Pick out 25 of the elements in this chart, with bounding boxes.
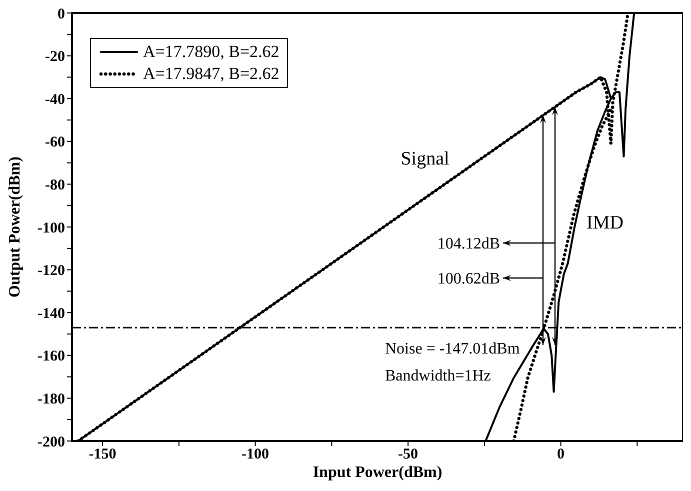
y-tick-label: -40 <box>45 92 65 108</box>
legend-label: A=17.7890, B=2.62 <box>143 42 280 62</box>
x-tick-label: -150 <box>88 446 116 463</box>
y-tick-label: -120 <box>38 263 65 280</box>
annotation: 100.62dB <box>437 270 500 288</box>
annotation: Bandwidth=1Hz <box>385 368 491 385</box>
y-tick-label: -180 <box>38 392 65 408</box>
annotation: Signal <box>400 148 450 170</box>
y-tick-label: -80 <box>45 178 65 194</box>
y-tick-label: -20 <box>45 49 65 66</box>
y-tick-label: 0 <box>58 6 65 22</box>
y-tick-label: -140 <box>38 306 65 322</box>
annotation: 104.12dB <box>437 236 500 253</box>
y-axis-title: Output Power(dBm) <box>6 156 24 298</box>
legend-label: A=17.9847, B=2.62 <box>143 64 280 84</box>
y-tick-label: -200 <box>38 434 65 450</box>
y-tick-label: -60 <box>45 134 65 151</box>
x-tick-label: -100 <box>242 446 270 463</box>
annotation: Noise = -147.01dBm <box>385 340 520 358</box>
x-axis-title: Input Power(dBm) <box>312 464 442 481</box>
x-tick-label: 0 <box>557 446 565 463</box>
annotation: IMD <box>586 212 624 234</box>
x-tick-label: -50 <box>398 446 418 463</box>
y-tick-label: -100 <box>38 220 65 236</box>
y-tick-label: -160 <box>38 348 65 365</box>
